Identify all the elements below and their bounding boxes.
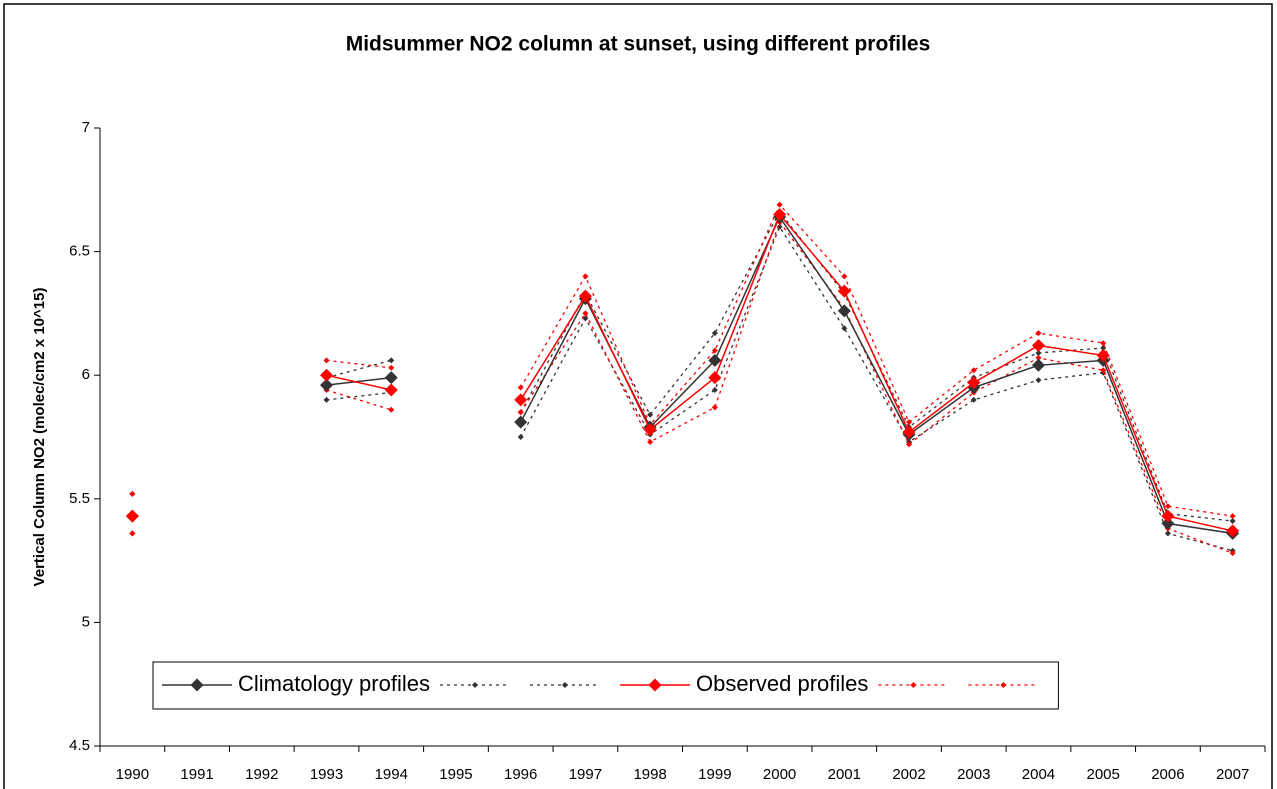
data-point — [582, 310, 589, 317]
data-point — [1096, 348, 1110, 362]
data-point — [388, 357, 395, 364]
x-tick-label: 1992 — [245, 766, 278, 783]
x-tick-label: 2006 — [1151, 766, 1184, 783]
legend-marker — [471, 682, 478, 688]
data-point — [647, 411, 654, 418]
series-line — [326, 225, 1233, 552]
x-tick-label: 2002 — [892, 766, 925, 783]
legend-marker — [1000, 682, 1007, 688]
legend-marker — [561, 682, 568, 688]
x-tick-label: 1997 — [569, 766, 602, 783]
data-point — [837, 284, 851, 298]
data-point — [1035, 330, 1042, 337]
legend-label: Climatology profiles — [238, 671, 430, 696]
data-point — [388, 364, 395, 371]
data-point — [1229, 518, 1236, 525]
data-point — [902, 425, 916, 439]
data-point — [1100, 340, 1107, 347]
data-point — [1161, 509, 1175, 523]
x-tick-label: 1994 — [375, 766, 408, 783]
data-point — [711, 404, 718, 411]
y-axis-label: Vertical Column NO2 (molec/cm2 x 10^15) — [31, 288, 48, 587]
y-tick-label: 4.5 — [69, 737, 90, 754]
data-point — [906, 419, 913, 426]
data-point — [323, 357, 330, 364]
data-point — [1031, 339, 1045, 353]
data-point — [1164, 530, 1171, 537]
legend-label: Observed profiles — [696, 671, 868, 696]
y-tick-label: 6 — [82, 366, 90, 383]
data-point — [776, 201, 783, 208]
data-point — [837, 304, 851, 318]
legend-marker — [190, 678, 204, 692]
data-point — [582, 273, 589, 280]
data-point — [517, 409, 524, 416]
x-tick-label: 2005 — [1087, 766, 1120, 783]
data-point — [514, 415, 528, 429]
data-point — [1100, 367, 1107, 374]
series-line — [326, 220, 1233, 554]
data-point — [647, 438, 654, 445]
data-point — [578, 289, 592, 303]
data-point — [970, 367, 977, 374]
data-point — [1164, 503, 1171, 510]
data-point — [643, 423, 657, 437]
legend-marker — [910, 682, 917, 688]
data-point — [1035, 377, 1042, 384]
data-point — [514, 393, 528, 407]
data-point — [129, 490, 136, 497]
data-point — [776, 223, 783, 230]
data-point — [1035, 354, 1042, 361]
x-tick-label: 1993 — [310, 766, 343, 783]
x-tick-label: 1996 — [504, 766, 537, 783]
data-point — [711, 330, 718, 337]
data-point — [1161, 517, 1175, 531]
data-point — [517, 384, 524, 391]
data-point — [841, 325, 848, 332]
data-point — [711, 347, 718, 354]
data-point — [125, 509, 139, 523]
data-point — [320, 368, 334, 382]
data-point — [841, 273, 848, 280]
data-point — [1031, 358, 1045, 372]
data-point — [711, 387, 718, 394]
x-tick-label: 2004 — [1022, 766, 1055, 783]
data-point — [129, 530, 136, 537]
legend-marker — [648, 678, 662, 692]
data-point — [1035, 349, 1042, 356]
data-point — [906, 441, 913, 448]
x-tick-label: 1998 — [633, 766, 666, 783]
x-tick-label: 2003 — [957, 766, 990, 783]
data-point — [773, 208, 787, 222]
data-point — [970, 396, 977, 403]
data-point — [1229, 550, 1236, 557]
chart-title: Midsummer NO2 column at sunset, using di… — [346, 33, 931, 56]
x-tick-label: 2007 — [1216, 766, 1249, 783]
data-point — [384, 371, 398, 385]
x-tick-label: 1999 — [698, 766, 731, 783]
x-tick-label: 2001 — [828, 766, 861, 783]
data-point — [967, 376, 981, 390]
x-tick-label: 1991 — [180, 766, 213, 783]
y-tick-label: 5 — [82, 613, 90, 630]
data-point — [1229, 513, 1236, 520]
y-tick-label: 6.5 — [69, 243, 90, 260]
data-point — [708, 371, 722, 385]
y-tick-label: 7 — [82, 119, 90, 136]
y-tick-label: 5.5 — [69, 490, 90, 507]
data-point — [708, 353, 722, 367]
x-tick-label: 1995 — [439, 766, 472, 783]
x-tick-label: 2000 — [763, 766, 796, 783]
data-point — [320, 378, 334, 392]
data-point — [323, 396, 330, 403]
data-point — [388, 406, 395, 413]
x-tick-label: 1990 — [116, 766, 149, 783]
data-point — [517, 434, 524, 440]
data-point — [1226, 524, 1240, 538]
series-line — [326, 213, 1233, 532]
legend: Climatology profiles Observed profiles — [152, 661, 1059, 710]
data-point — [384, 383, 398, 397]
